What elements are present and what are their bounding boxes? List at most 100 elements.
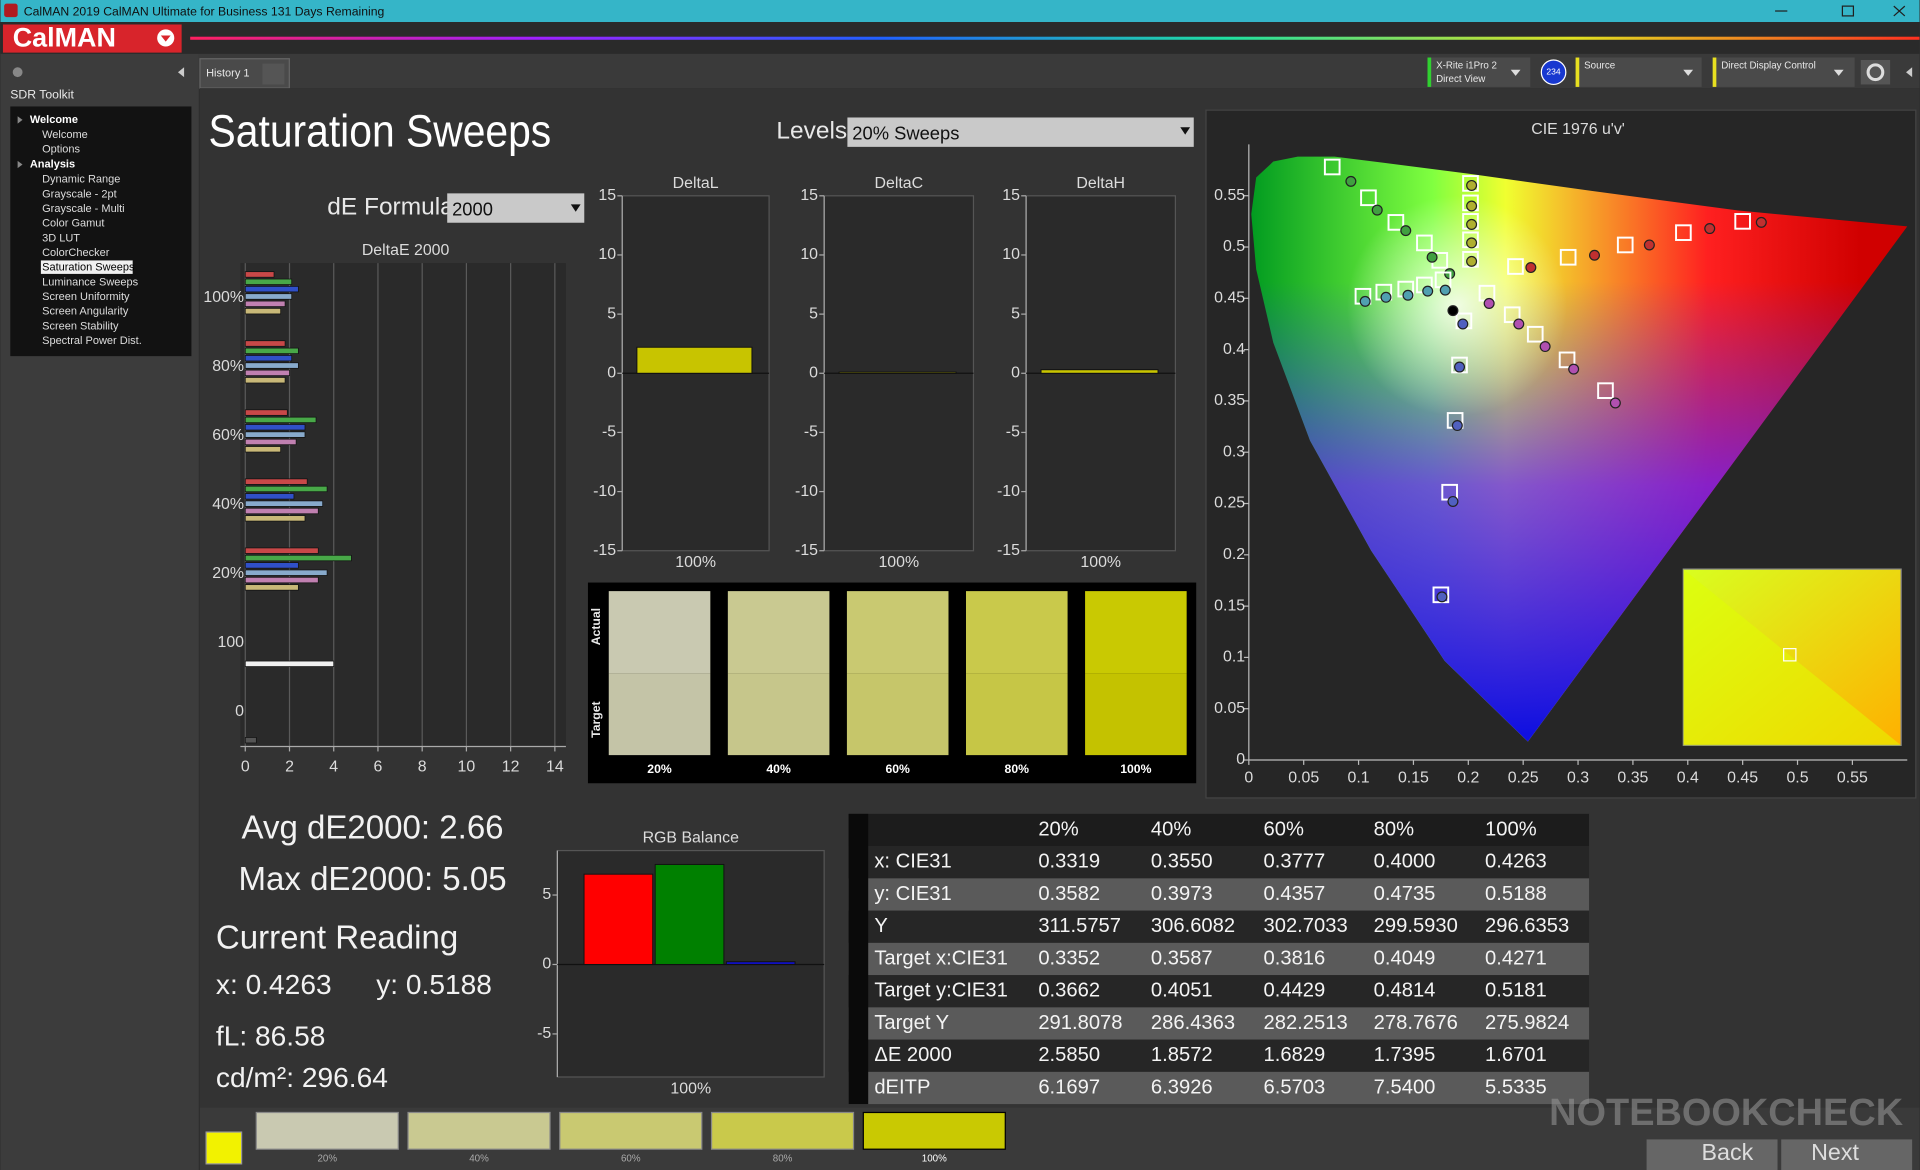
next-label: Next	[1811, 1139, 1859, 1165]
bar	[838, 371, 957, 374]
tree-item[interactable]: Spectral Power Dist.	[42, 335, 142, 347]
y-tick-label: 15	[1002, 187, 1020, 204]
white-glow	[1251, 156, 1908, 742]
thumbnail[interactable]	[559, 1111, 703, 1150]
tree-item[interactable]: Grayscale - Multi	[42, 203, 125, 215]
bar	[244, 485, 328, 493]
y-tick-label: -15	[997, 542, 1020, 559]
tree-item[interactable]: Screen Angularity	[42, 306, 129, 318]
table-cell: 0.4735	[1374, 883, 1436, 905]
target-swatch	[727, 673, 830, 756]
bar	[244, 515, 306, 522]
table-cell: 0.3550	[1151, 851, 1213, 873]
measured-point	[1422, 285, 1434, 297]
table-row-bg	[848, 1007, 1590, 1040]
bar	[244, 347, 299, 354]
target-point	[1675, 224, 1692, 241]
x-tick-label: 0.55	[1837, 770, 1868, 787]
tree-toggle	[17, 160, 23, 169]
close-button[interactable]	[1893, 5, 1906, 17]
tree-item[interactable]: Saturation Sweeps	[42, 262, 135, 274]
chart-title: DeltaH	[1076, 175, 1125, 192]
actual-label: Actual	[589, 608, 603, 645]
tree-item[interactable]: Luminance Sweeps	[42, 276, 139, 288]
measured-point	[1345, 175, 1357, 187]
swatch-label: 20%	[647, 762, 672, 776]
bar	[244, 377, 286, 384]
thumbnail[interactable]	[255, 1111, 399, 1150]
tree-item[interactable]: Options	[42, 144, 80, 156]
toolbar-collapse[interactable]	[1906, 67, 1913, 78]
tree-item[interactable]: ColorChecker	[42, 247, 110, 259]
maximize-button[interactable]	[1841, 5, 1855, 17]
source-box[interactable]	[1575, 57, 1702, 87]
measured-point	[1447, 305, 1459, 317]
y-tick-label: 0.3	[1223, 443, 1245, 460]
x-tick-label: 0	[241, 759, 250, 776]
bar	[244, 416, 317, 424]
target-point	[1526, 325, 1544, 343]
x-tick-label: 0.15	[1398, 770, 1429, 787]
table-cell: 0.4000	[1374, 851, 1436, 873]
target-point	[1734, 213, 1751, 230]
target-swatch	[965, 673, 1068, 756]
sidebar-collapse[interactable]	[177, 67, 185, 78]
tree-item[interactable]: Welcome	[42, 129, 88, 141]
tree-item[interactable]: Screen Uniformity	[42, 291, 130, 303]
x-tick-label: 8	[418, 759, 427, 776]
bar	[244, 362, 299, 369]
thumbnail[interactable]	[407, 1111, 551, 1150]
table-cell: 7.5400	[1374, 1076, 1436, 1098]
swatch-label: 40%	[766, 762, 791, 776]
meter-mode: Direct View	[1436, 74, 1486, 85]
x-tick-label: 0.35	[1617, 770, 1648, 787]
y-tick-label: 100	[218, 634, 245, 651]
table-cell: Y	[874, 915, 888, 937]
bar	[244, 286, 299, 293]
badge[interactable]	[1540, 59, 1567, 86]
back-button[interactable]	[1646, 1139, 1778, 1170]
table-row-bg	[848, 942, 1590, 976]
measured-point	[1457, 318, 1469, 330]
thumbnail[interactable]	[710, 1111, 855, 1150]
y-tick-label: -15	[593, 542, 616, 559]
y-tick-label: -5	[602, 424, 616, 441]
tree-item[interactable]: Screen Stability	[42, 320, 119, 332]
tree-section: Welcome	[30, 114, 78, 126]
x-tick-label: 0.2	[1457, 770, 1479, 787]
tree-item[interactable]: Dynamic Range	[42, 174, 120, 186]
chart-title: DeltaL	[673, 175, 719, 192]
display-box[interactable]	[1712, 57, 1855, 87]
sidebar-pin[interactable]	[12, 67, 23, 78]
measured-point	[1454, 361, 1466, 373]
tree-item[interactable]: 3D LUT	[42, 232, 80, 244]
y-tick-label: 10	[1002, 246, 1020, 263]
table-row-bg	[848, 846, 1590, 879]
logo-box[interactable]	[2, 24, 182, 53]
thumbnail[interactable]	[862, 1111, 1006, 1150]
bar	[244, 409, 288, 416]
add-tab[interactable]	[262, 63, 285, 85]
table-cell: Target Y	[874, 1012, 949, 1034]
measured-point	[1643, 239, 1655, 251]
bar	[244, 584, 299, 591]
tree-item[interactable]: Color Gamut	[42, 218, 104, 230]
measured-point	[1704, 223, 1716, 235]
next-button[interactable]	[1781, 1139, 1913, 1170]
y-tick-label: 10	[800, 246, 818, 263]
tree-item[interactable]: Grayscale - 2pt	[42, 188, 117, 200]
sidebar-title: SDR Toolkit	[10, 88, 74, 102]
table-cell: 6.1697	[1038, 1076, 1100, 1098]
levels-dropdown[interactable]	[847, 117, 1194, 147]
formula-dropdown[interactable]	[447, 193, 585, 223]
y-tick-label: 0	[542, 956, 551, 973]
bar	[244, 507, 319, 515]
table-cell: ΔE 2000	[874, 1044, 951, 1066]
y-tick-label: 20%	[212, 565, 244, 582]
bar	[244, 340, 286, 347]
meter-arrow	[1510, 69, 1521, 76]
display-arrow	[1833, 69, 1844, 76]
x-tick-label: 0.45	[1727, 770, 1758, 787]
